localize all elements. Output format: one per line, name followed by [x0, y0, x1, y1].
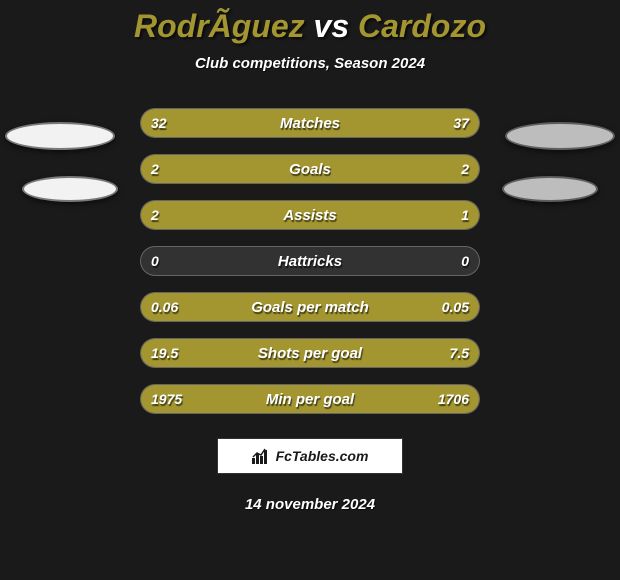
- stat-value-right: 37: [453, 109, 469, 137]
- player-left-pill-2: [22, 176, 118, 202]
- title-player-right: Cardozo: [358, 8, 486, 44]
- stat-value-right: 1706: [438, 385, 469, 413]
- stat-value-right: 7.5: [450, 339, 469, 367]
- player-left-pill-1: [5, 122, 115, 150]
- stat-row: 0.060.05Goals per match: [140, 292, 480, 322]
- player-right-pill-2: [502, 176, 598, 202]
- stat-value-left: 19.5: [151, 339, 178, 367]
- stat-value-left: 0.06: [151, 293, 178, 321]
- stat-value-left: 2: [151, 201, 159, 229]
- stat-row: 19751706Min per goal: [140, 384, 480, 414]
- stat-value-left: 32: [151, 109, 167, 137]
- footer-date: 14 november 2024: [0, 496, 620, 513]
- watermark-label: FcTables.com: [276, 448, 369, 464]
- stat-value-right: 2: [461, 155, 469, 183]
- stat-bar-full: [141, 155, 479, 183]
- stat-bar-full: [141, 339, 479, 367]
- stat-bar-right: [296, 109, 479, 137]
- stat-value-left: 0: [151, 247, 159, 275]
- title-vs: vs: [305, 8, 358, 44]
- page-title: RodrÃ­guez vs Cardozo: [0, 0, 620, 45]
- stat-label: Hattricks: [141, 247, 479, 275]
- stat-row: 3237Matches: [140, 108, 480, 138]
- stat-bar-full: [141, 293, 479, 321]
- player-right-pill-1: [505, 122, 615, 150]
- stats-container: 3237Matches22Goals21Assists00Hattricks0.…: [140, 108, 480, 414]
- chart-icon: [252, 448, 270, 464]
- stat-bar-full: [141, 385, 479, 413]
- stat-row: 21Assists: [140, 200, 480, 230]
- stat-row: 0 0Hattricks: [140, 246, 480, 276]
- stat-value-left: 1975: [151, 385, 182, 413]
- stat-value-right: 0: [461, 247, 469, 275]
- stat-row: 22Goals: [140, 154, 480, 184]
- stat-value-right: 0.05: [442, 293, 469, 321]
- title-player-left: RodrÃ­guez: [134, 8, 305, 44]
- watermark: FcTables.com: [217, 438, 403, 474]
- stat-value-left: 2: [151, 155, 159, 183]
- subtitle: Club competitions, Season 2024: [0, 55, 620, 72]
- stat-value-right: 1: [461, 201, 469, 229]
- stat-row: 19.57.5Shots per goal: [140, 338, 480, 368]
- stat-bar-full: [141, 201, 479, 229]
